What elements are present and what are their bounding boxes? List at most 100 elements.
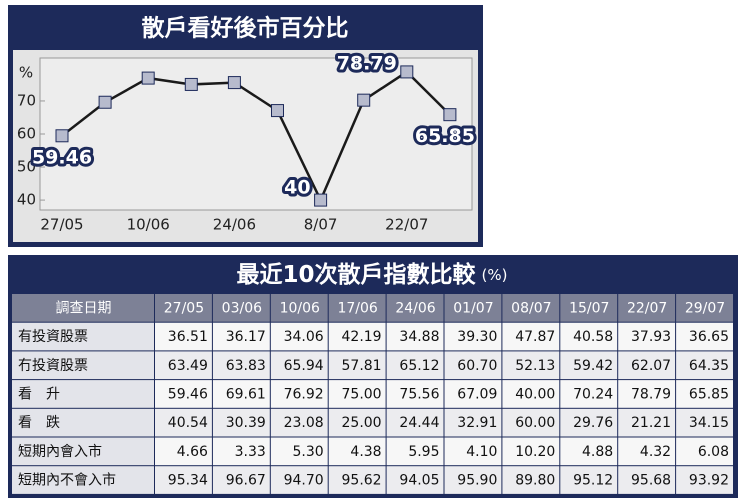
table-cell [270, 408, 328, 437]
cell-value: 6.08 [698, 444, 729, 460]
header-text: 08/07 [511, 300, 551, 316]
table-cell [212, 351, 270, 380]
table-cell [676, 322, 733, 351]
table-cell [386, 322, 444, 351]
cell-value: 5.95 [408, 444, 439, 460]
table-cell [12, 380, 154, 408]
cell-value: 65.94 [284, 358, 324, 374]
table-cell [270, 466, 328, 494]
header-text: 10/06 [280, 300, 320, 316]
x-tick-label: 27/05 [40, 216, 83, 234]
row-label: 短期內不會入市 [18, 472, 116, 489]
table-cell [444, 437, 502, 466]
table-cell [212, 380, 270, 408]
table-cell [502, 408, 560, 437]
row-label: 冇投資股票 [18, 358, 88, 374]
cell-value: 94.05 [399, 473, 439, 489]
cell-value: 95.62 [342, 473, 382, 489]
cell-value: 29.76 [573, 415, 613, 431]
cell-value: 95.12 [573, 473, 613, 489]
data-label: 59.46 [32, 146, 92, 168]
table-cell [12, 466, 154, 494]
table-cell [328, 466, 386, 494]
header-cell [386, 294, 444, 322]
cell-value: 10.20 [515, 444, 555, 460]
table-cell [328, 380, 386, 408]
cell-value: 30.39 [226, 415, 266, 431]
table-cell [212, 408, 270, 437]
marker [400, 65, 414, 79]
cell-value: 60.70 [457, 358, 497, 374]
header-text: 調查日期 [56, 300, 112, 316]
table-cell [502, 322, 560, 351]
cell-value: 3.33 [235, 444, 266, 460]
row-label: 短期內會入市 [18, 443, 102, 460]
cell-value: 40.00 [515, 386, 555, 402]
table-cell [618, 408, 676, 437]
table-cell [618, 466, 676, 494]
plot-area [39, 57, 473, 211]
table-cell [270, 437, 328, 466]
table-cell [386, 351, 444, 380]
cell-value: 34.15 [689, 415, 729, 431]
table-cell [386, 408, 444, 437]
table-cell [618, 437, 676, 466]
cell-value: 96.67 [226, 473, 266, 489]
cell-value: 57.81 [342, 358, 382, 374]
header-text: 03/06 [222, 300, 262, 316]
cell-value: 63.83 [226, 358, 266, 374]
cell-value: 4.32 [640, 444, 671, 460]
table-title: 最近10次散戶指數比較 [237, 261, 477, 288]
cell-value: 64.35 [689, 358, 729, 374]
header-cell [502, 294, 560, 322]
table-cell [444, 380, 502, 408]
cell-value: 95.68 [631, 473, 671, 489]
table-cell [155, 466, 212, 494]
table-cell [212, 466, 270, 494]
header-cell [328, 294, 386, 322]
table-cell [676, 408, 733, 437]
table-title-group: 最近10次散戶指數比較 (%) [237, 261, 508, 288]
cell-value: 34.06 [284, 329, 324, 345]
marker [98, 95, 112, 109]
table-cell [12, 351, 154, 380]
data-label: 40 [284, 177, 310, 199]
header-cell [618, 294, 676, 322]
table-cell [560, 322, 618, 351]
table-cell [618, 380, 676, 408]
table-cell [444, 408, 502, 437]
table-cell [386, 380, 444, 408]
cell-value: 5.30 [293, 444, 324, 460]
cell-value: 47.87 [515, 329, 555, 345]
y-tick-label: 50 [17, 158, 36, 176]
cell-value: 42.19 [342, 329, 382, 345]
table-cell [328, 408, 386, 437]
header-text: 15/07 [569, 300, 609, 316]
cell-value: 59.46 [168, 386, 208, 402]
marker [141, 71, 155, 85]
cell-value: 62.07 [631, 358, 671, 374]
table-cell [155, 351, 212, 380]
table-cell [502, 437, 560, 466]
table-cell [328, 351, 386, 380]
header-text: 29/07 [685, 300, 725, 316]
x-tick-label: 24/06 [213, 216, 256, 234]
table-unit: (%) [482, 266, 508, 284]
cell-value: 37.93 [631, 329, 671, 345]
header-cell [12, 294, 154, 322]
header-text: 17/06 [337, 300, 377, 316]
header-text: 24/06 [395, 300, 435, 316]
table-cell [328, 322, 386, 351]
table-cell [676, 466, 733, 494]
cell-value: 32.91 [457, 415, 497, 431]
data-label: 78.79 [337, 52, 397, 74]
header-cell [560, 294, 618, 322]
cell-value: 67.09 [457, 386, 497, 402]
marker [55, 129, 69, 143]
y-axis-label: % [19, 64, 33, 82]
y-tick-label: 40 [17, 191, 36, 209]
marker [314, 193, 328, 207]
table-cell [155, 322, 212, 351]
cell-value: 40.58 [573, 329, 613, 345]
cell-value: 94.70 [284, 473, 324, 489]
